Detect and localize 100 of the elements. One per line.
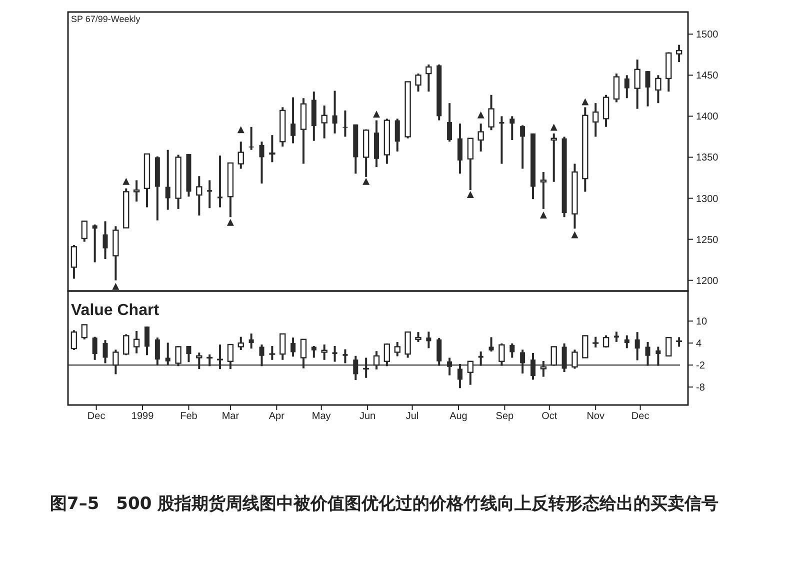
candlestick bbox=[92, 224, 98, 264]
candlestick bbox=[123, 333, 130, 356]
x-tick-label: Dec bbox=[87, 411, 106, 422]
y-tick-label: 1250 bbox=[696, 234, 719, 246]
point bbox=[550, 124, 558, 131]
candlestick bbox=[550, 132, 557, 183]
x-tick-label: Sep bbox=[496, 411, 514, 422]
candlestick bbox=[290, 96, 296, 144]
candlestick bbox=[207, 179, 212, 210]
point bbox=[477, 111, 484, 118]
candlestick bbox=[582, 334, 588, 359]
candlestick bbox=[144, 326, 150, 356]
candlestick bbox=[133, 179, 140, 203]
candlestick bbox=[488, 94, 494, 132]
candlestick bbox=[614, 330, 619, 343]
candlestick bbox=[259, 140, 264, 185]
candlestick bbox=[510, 115, 515, 142]
candlestick bbox=[592, 336, 600, 348]
x-tick-label: Jul bbox=[406, 411, 419, 422]
candlestick bbox=[70, 329, 78, 352]
candlestick bbox=[332, 344, 338, 363]
y-tick-label: 1350 bbox=[696, 152, 719, 164]
point bbox=[540, 212, 547, 219]
y-tick-label: 1200 bbox=[696, 276, 719, 287]
point bbox=[112, 282, 120, 290]
candlestick bbox=[447, 102, 452, 143]
candlestick bbox=[426, 330, 432, 350]
candlestick bbox=[196, 175, 202, 217]
candlestick bbox=[133, 330, 140, 354]
candlestick bbox=[311, 344, 316, 359]
candlestick bbox=[488, 336, 494, 352]
text: Value Chart bbox=[71, 302, 160, 319]
candlestick bbox=[290, 336, 296, 358]
y-tick-label: 4 bbox=[696, 338, 702, 350]
candlestick bbox=[624, 334, 630, 350]
candlestick bbox=[624, 74, 630, 100]
candlestick bbox=[102, 220, 108, 260]
candlestick bbox=[81, 220, 88, 243]
candlestick bbox=[602, 94, 610, 128]
candlestick bbox=[520, 124, 526, 170]
y-tick-label: 1450 bbox=[696, 70, 719, 82]
candlestick bbox=[321, 104, 328, 140]
y-tick-label: 1400 bbox=[696, 112, 719, 123]
candlestick bbox=[457, 122, 462, 175]
candlestick bbox=[321, 344, 328, 361]
candlestick bbox=[165, 148, 170, 211]
candlestick bbox=[478, 122, 484, 152]
candlestick bbox=[602, 334, 610, 348]
candlestick bbox=[70, 244, 78, 280]
candlestick bbox=[92, 336, 98, 361]
candlestick bbox=[415, 72, 422, 93]
candlestick bbox=[394, 340, 400, 358]
x-tick-label: Oct bbox=[542, 411, 558, 422]
candlestick bbox=[81, 324, 88, 340]
point bbox=[237, 126, 244, 134]
candlestick bbox=[510, 342, 515, 359]
candlestick bbox=[404, 331, 411, 359]
caption: 图7–5 500 股指期货周线图中被价值图优化过的价格竹线向上反转形态给出的买卖信号 bbox=[50, 493, 720, 516]
candlestick bbox=[613, 72, 620, 104]
y-tick-label: -2 bbox=[696, 360, 706, 372]
candlestick bbox=[426, 64, 432, 93]
candlestick bbox=[269, 134, 276, 164]
x-tick-label: May bbox=[312, 411, 331, 422]
candlestick bbox=[186, 344, 192, 364]
point bbox=[571, 231, 578, 238]
candlestick bbox=[666, 336, 672, 356]
candlestick bbox=[634, 58, 640, 110]
x-tick-label: 1999 bbox=[131, 411, 154, 422]
candlestick bbox=[645, 70, 650, 108]
point bbox=[226, 218, 234, 226]
candlestick bbox=[394, 118, 400, 152]
x-tick-label: Feb bbox=[180, 411, 198, 422]
candlestick bbox=[268, 344, 276, 361]
x-tick-label: Jun bbox=[360, 411, 376, 422]
candlestick bbox=[634, 331, 640, 362]
candlestick bbox=[499, 115, 504, 165]
candlestick bbox=[238, 140, 244, 170]
candlestick bbox=[415, 331, 422, 343]
point bbox=[466, 190, 474, 198]
candlestick bbox=[592, 102, 599, 138]
x-tick-label: Mar bbox=[222, 411, 240, 422]
candlestick bbox=[248, 332, 254, 350]
candlestick bbox=[238, 336, 244, 352]
candlestick bbox=[676, 44, 682, 64]
candlestick bbox=[248, 126, 254, 151]
x-tick-label: Dec bbox=[631, 411, 650, 422]
y-tick-label: 1300 bbox=[696, 194, 719, 205]
x-tick-label: Apr bbox=[268, 411, 286, 422]
x-tick-label: Nov bbox=[586, 411, 604, 422]
candlestick bbox=[332, 90, 338, 134]
point bbox=[373, 110, 380, 118]
point bbox=[582, 98, 589, 106]
y-tick-label: 10 bbox=[696, 316, 708, 328]
point bbox=[362, 178, 370, 185]
candlestick bbox=[675, 336, 683, 348]
candlestick bbox=[655, 74, 662, 104]
y-tick-label: 1500 bbox=[696, 30, 719, 41]
y-tick-label: -8 bbox=[696, 382, 706, 394]
candlestick bbox=[540, 171, 547, 210]
candlestick bbox=[280, 332, 286, 361]
